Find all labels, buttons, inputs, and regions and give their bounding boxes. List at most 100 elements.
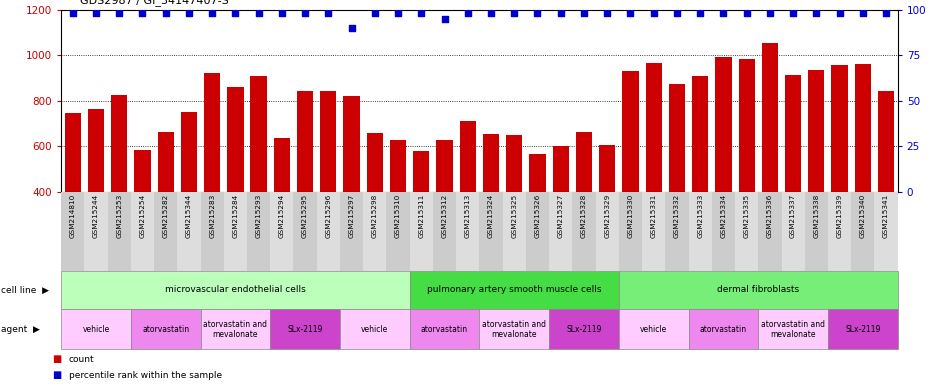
Text: GSM214810: GSM214810 <box>70 194 76 238</box>
Point <box>181 10 196 17</box>
Text: microvascular endothelial cells: microvascular endothelial cells <box>165 285 306 295</box>
Bar <box>878 91 894 283</box>
Text: GSM215329: GSM215329 <box>604 194 610 238</box>
Bar <box>343 96 360 283</box>
Bar <box>529 154 545 283</box>
Text: GSM215340: GSM215340 <box>860 194 866 238</box>
Bar <box>414 151 430 283</box>
Text: GSM215327: GSM215327 <box>557 194 564 238</box>
Point <box>507 10 522 17</box>
Point <box>368 10 383 17</box>
Text: GSM215324: GSM215324 <box>488 194 494 238</box>
Text: SLx-2119: SLx-2119 <box>845 325 881 334</box>
Point <box>158 10 173 17</box>
Point <box>205 10 220 17</box>
Bar <box>297 91 313 283</box>
Text: atorvastatin: atorvastatin <box>700 325 747 334</box>
Text: GDS2987 / GI_34147407-S: GDS2987 / GI_34147407-S <box>80 0 228 6</box>
Text: GSM215254: GSM215254 <box>139 194 146 238</box>
Text: GSM215341: GSM215341 <box>883 194 889 238</box>
Text: GSM215331: GSM215331 <box>650 194 657 238</box>
Point <box>530 10 545 17</box>
Point <box>576 10 591 17</box>
Text: agent  ▶: agent ▶ <box>1 325 39 334</box>
Bar <box>134 150 150 283</box>
Point <box>461 10 476 17</box>
Text: GSM215294: GSM215294 <box>279 194 285 238</box>
Point <box>65 10 80 17</box>
Text: GSM215284: GSM215284 <box>232 194 239 238</box>
Text: pulmonary artery smooth muscle cells: pulmonary artery smooth muscle cells <box>427 285 602 295</box>
Text: GSM215283: GSM215283 <box>210 194 215 238</box>
Text: GSM215295: GSM215295 <box>302 194 308 238</box>
Bar <box>367 133 383 283</box>
Point <box>623 10 638 17</box>
Text: atorvastatin: atorvastatin <box>421 325 468 334</box>
Bar <box>65 113 81 283</box>
Bar <box>715 58 731 283</box>
Point <box>646 10 661 17</box>
Point <box>88 10 103 17</box>
Point <box>879 10 894 17</box>
Text: GSM215334: GSM215334 <box>720 194 727 238</box>
Bar <box>553 146 569 283</box>
Bar <box>180 112 197 283</box>
Point <box>855 10 870 17</box>
Text: ■: ■ <box>52 370 61 381</box>
Bar <box>390 140 406 283</box>
Bar <box>87 109 104 283</box>
Bar <box>692 76 709 283</box>
Text: vehicle: vehicle <box>361 325 388 334</box>
Point <box>390 10 405 17</box>
Text: GSM215282: GSM215282 <box>163 194 168 238</box>
Bar <box>854 64 871 283</box>
Text: atorvastatin: atorvastatin <box>142 325 189 334</box>
Text: GSM215296: GSM215296 <box>325 194 331 238</box>
Text: GSM215330: GSM215330 <box>628 194 634 238</box>
Text: GSM215293: GSM215293 <box>256 194 261 238</box>
Text: GSM215326: GSM215326 <box>535 194 540 238</box>
Bar <box>274 138 290 283</box>
Point <box>554 10 569 17</box>
Text: GSM215339: GSM215339 <box>837 194 842 238</box>
Point <box>437 16 452 22</box>
Text: GSM215333: GSM215333 <box>697 194 703 238</box>
Bar <box>321 91 337 283</box>
Bar <box>785 75 801 283</box>
Text: GSM215298: GSM215298 <box>372 194 378 238</box>
Point <box>251 10 266 17</box>
Text: GSM215253: GSM215253 <box>117 194 122 238</box>
Text: vehicle: vehicle <box>83 325 110 334</box>
Text: ■: ■ <box>52 354 61 364</box>
Point <box>274 10 290 17</box>
Text: GSM215310: GSM215310 <box>395 194 401 238</box>
Point <box>739 10 754 17</box>
Text: vehicle: vehicle <box>640 325 667 334</box>
Bar <box>436 140 453 283</box>
Bar <box>227 87 243 283</box>
Point <box>227 10 243 17</box>
Text: GSM215344: GSM215344 <box>186 194 192 238</box>
Point <box>832 10 847 17</box>
Bar <box>739 59 755 283</box>
Text: atorvastatin and
mevalonate: atorvastatin and mevalonate <box>203 319 267 339</box>
Point <box>669 10 684 17</box>
Text: percentile rank within the sample: percentile rank within the sample <box>69 371 222 380</box>
Text: GSM215338: GSM215338 <box>813 194 820 238</box>
Point <box>414 10 429 17</box>
Text: GSM215297: GSM215297 <box>349 194 354 238</box>
Bar <box>460 121 476 283</box>
Bar <box>761 43 778 283</box>
Text: GSM215336: GSM215336 <box>767 194 773 238</box>
Bar <box>599 145 616 283</box>
Point <box>693 10 708 17</box>
Text: GSM215244: GSM215244 <box>93 194 99 238</box>
Text: GSM215312: GSM215312 <box>442 194 447 238</box>
Point <box>344 25 359 31</box>
Bar <box>111 95 127 283</box>
Text: atorvastatin and
mevalonate: atorvastatin and mevalonate <box>761 319 825 339</box>
Point <box>716 10 731 17</box>
Bar <box>576 132 592 283</box>
Bar <box>808 70 824 283</box>
Point <box>762 10 777 17</box>
